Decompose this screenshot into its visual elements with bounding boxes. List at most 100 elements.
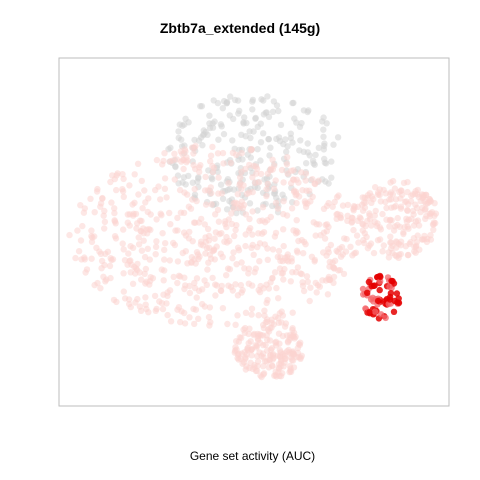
- data-point: [97, 203, 104, 210]
- data-point: [143, 278, 150, 285]
- data-point: [368, 222, 375, 229]
- data-point: [188, 254, 196, 261]
- data-point: [252, 179, 259, 187]
- data-point: [141, 253, 149, 261]
- data-point: [202, 201, 210, 208]
- data-point: [247, 147, 255, 154]
- data-point: [255, 230, 262, 237]
- data-point: [420, 194, 427, 201]
- data-point: [294, 249, 301, 256]
- data-point: [350, 207, 357, 214]
- data-point: [257, 157, 264, 164]
- data-point: [303, 273, 311, 280]
- data-point: [386, 223, 393, 230]
- data-point: [254, 207, 261, 214]
- data-point: [162, 240, 169, 247]
- data-point: [91, 209, 98, 216]
- data-point: [379, 248, 386, 255]
- data-point: [404, 178, 411, 186]
- data-point: [290, 364, 298, 371]
- data-point: [113, 186, 120, 194]
- data-point: [268, 319, 275, 326]
- data-point: [181, 146, 188, 153]
- data-point: [278, 166, 286, 174]
- data-point: [297, 355, 304, 362]
- data-point: [383, 204, 390, 212]
- data-point: [315, 144, 322, 151]
- data-point: [185, 235, 193, 242]
- data-point: [74, 227, 81, 234]
- data-point: [269, 108, 277, 116]
- data-point: [328, 174, 335, 181]
- data-point: [184, 191, 191, 198]
- data-point: [193, 275, 201, 282]
- data-point: [242, 309, 250, 316]
- data-point: [321, 140, 328, 147]
- data-point: [393, 239, 400, 246]
- data-point: [286, 368, 293, 376]
- data-point: [131, 263, 138, 271]
- data-point: [280, 226, 287, 233]
- data-point: [164, 311, 171, 319]
- data-point: [307, 284, 314, 291]
- data-point: [245, 189, 253, 196]
- data-point: [295, 237, 302, 245]
- data-point: [361, 204, 369, 211]
- data-point: [101, 207, 108, 215]
- data-point: [215, 136, 222, 143]
- data-point: [282, 320, 290, 327]
- data-point: [225, 180, 232, 187]
- data-point: [263, 185, 270, 193]
- data-point: [219, 149, 227, 157]
- data-point: [271, 269, 279, 276]
- data-point: [119, 186, 126, 193]
- data-point: [207, 158, 214, 165]
- data-point: [422, 205, 429, 212]
- data-point: [88, 227, 95, 234]
- data-point: [414, 191, 421, 198]
- data-point: [119, 240, 126, 247]
- data-point: [284, 154, 291, 161]
- data-point: [181, 309, 188, 317]
- data-point: [335, 192, 342, 199]
- data-point: [161, 267, 168, 274]
- data-point: [191, 320, 198, 328]
- data-point: [275, 134, 283, 141]
- data-point: [153, 238, 160, 245]
- data-point: [260, 285, 267, 292]
- data-point: [179, 122, 186, 129]
- data-point: [317, 232, 324, 239]
- data-point: [140, 237, 147, 244]
- data-point: [249, 365, 256, 372]
- data-point: [177, 273, 184, 280]
- data-point: [157, 196, 164, 203]
- data-point: [389, 177, 397, 185]
- data-point: [208, 201, 215, 208]
- data-point: [260, 354, 267, 361]
- data-point: [257, 170, 265, 178]
- data-point: [93, 188, 101, 195]
- data-point: [254, 184, 261, 192]
- data-point: [151, 292, 159, 300]
- data-point: [248, 346, 255, 354]
- data-point: [319, 277, 326, 284]
- data-point: [166, 257, 173, 264]
- data-point: [219, 105, 226, 112]
- data-point: [161, 150, 168, 157]
- data-point: [191, 144, 198, 152]
- data-point: [263, 332, 270, 339]
- data-point: [243, 119, 250, 127]
- data-point: [264, 217, 271, 224]
- data-point: [321, 155, 328, 163]
- data-point: [167, 144, 174, 151]
- data-point: [374, 297, 382, 305]
- data-point: [81, 205, 89, 212]
- data-point: [142, 265, 150, 273]
- data-point: [192, 219, 199, 226]
- data-point: [275, 107, 282, 115]
- data-point: [388, 239, 395, 246]
- data-point: [279, 191, 286, 198]
- data-point: [330, 273, 338, 281]
- data-point: [289, 139, 296, 146]
